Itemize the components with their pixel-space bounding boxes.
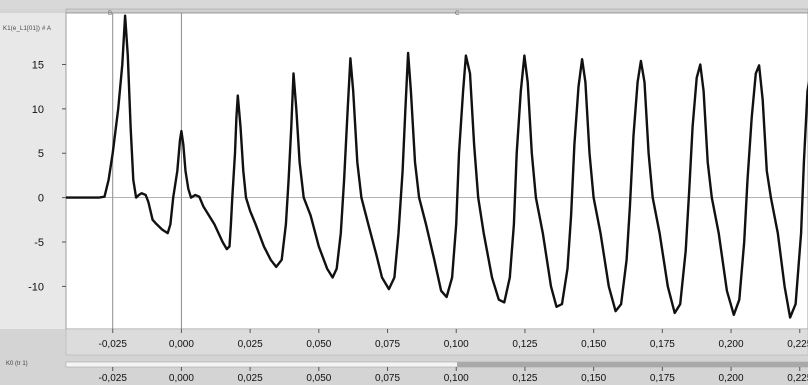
timebar-panel: [0, 356, 808, 385]
cursor-lines[interactable]: [112, 13, 182, 329]
y-tick-label: -5: [34, 237, 44, 249]
y-axis-panel: [0, 13, 66, 329]
timebar-tick-label: 0,025: [238, 373, 263, 384]
cursor-strip: [0, 0, 808, 9]
current-trace: [66, 14, 808, 319]
current-trace-line: [66, 14, 808, 319]
timebar-scroll-thumb[interactable]: [457, 362, 808, 367]
x-axis-panel: [65, 328, 808, 356]
x-tick-label: 0,175: [650, 339, 675, 350]
x-tick-label: 0,050: [306, 339, 331, 350]
y-tick-label: -10: [28, 281, 44, 293]
y-tick-label: 5: [38, 148, 44, 160]
cursor-a-marker[interactable]: B: [108, 11, 113, 17]
x-tick-label: 0,025: [238, 339, 263, 350]
timebar-ticks: -0,025 0,000 0,025 0,050 0,075 0,100 0,125 0,15…: [99, 367, 808, 384]
timebar-tick-label: 0,100: [444, 373, 469, 384]
x-tick-label: 0,150: [581, 339, 606, 350]
cursor-b-marker[interactable]: C: [455, 11, 460, 17]
x-axis-ticks: -0,025 0,000 0,025 0,050 0,075 0,100 0,125 0,15…: [99, 329, 808, 350]
timebar-tick-label: 0,000: [169, 373, 194, 384]
timebar-tick-label: 0,075: [375, 373, 400, 384]
timebar-label: K0 (tr 1): [6, 361, 28, 367]
timebar-scrollbar[interactable]: [65, 361, 808, 368]
timebar-tick-label: 0,200: [719, 373, 744, 384]
y-tick-label: 10: [32, 104, 44, 116]
y-tick-label: 0: [38, 193, 44, 205]
timebar-tick-label: 0,150: [581, 373, 606, 384]
timebar-tick-label: 0,225: [787, 373, 808, 384]
timebar-tick-label: 0,050: [306, 373, 331, 384]
x-tick-label: -0,025: [99, 339, 128, 350]
y-axis-title: K1(e_L1[01]) # A: [3, 26, 52, 32]
x-tick-label: 0,225: [787, 339, 808, 350]
timebar-tick-label: 0,175: [650, 373, 675, 384]
timebar-tick-label: -0,025: [99, 373, 128, 384]
y-axis-ticks: 15 10 5 0 -5 -10: [28, 59, 66, 293]
timebar-tick-label: 0,125: [512, 373, 537, 384]
x-tick-label: 0,125: [512, 339, 537, 350]
y-tick-label: 15: [32, 59, 44, 71]
x-tick-label: 0,100: [444, 339, 469, 350]
x-tick-label: 0,075: [375, 339, 400, 350]
x-tick-label: 0,000: [169, 339, 194, 350]
cursor-track[interactable]: [65, 8, 808, 14]
x-tick-label: 0,200: [719, 339, 744, 350]
